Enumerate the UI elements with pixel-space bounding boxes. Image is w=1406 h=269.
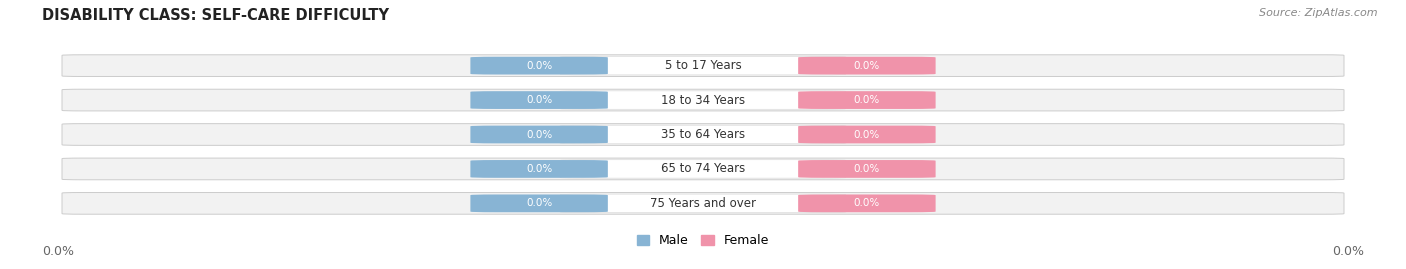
Text: 35 to 64 Years: 35 to 64 Years (661, 128, 745, 141)
FancyBboxPatch shape (799, 126, 935, 143)
FancyBboxPatch shape (471, 91, 607, 109)
FancyBboxPatch shape (62, 193, 1344, 214)
FancyBboxPatch shape (799, 160, 935, 178)
Text: 0.0%: 0.0% (853, 198, 880, 208)
FancyBboxPatch shape (799, 57, 935, 75)
FancyBboxPatch shape (799, 194, 935, 212)
Text: 0.0%: 0.0% (853, 95, 880, 105)
FancyBboxPatch shape (799, 91, 935, 109)
Text: 0.0%: 0.0% (853, 129, 880, 140)
FancyBboxPatch shape (560, 125, 846, 144)
Text: 0.0%: 0.0% (853, 164, 880, 174)
FancyBboxPatch shape (560, 91, 846, 109)
FancyBboxPatch shape (471, 160, 607, 178)
FancyBboxPatch shape (471, 57, 607, 75)
Text: 18 to 34 Years: 18 to 34 Years (661, 94, 745, 107)
Text: 0.0%: 0.0% (526, 129, 553, 140)
FancyBboxPatch shape (471, 194, 607, 212)
FancyBboxPatch shape (62, 89, 1344, 111)
Text: 0.0%: 0.0% (526, 198, 553, 208)
Text: 65 to 74 Years: 65 to 74 Years (661, 162, 745, 175)
Text: 0.0%: 0.0% (1331, 245, 1364, 258)
Text: 0.0%: 0.0% (526, 164, 553, 174)
Text: 0.0%: 0.0% (853, 61, 880, 71)
FancyBboxPatch shape (62, 124, 1344, 145)
FancyBboxPatch shape (62, 55, 1344, 76)
FancyBboxPatch shape (560, 56, 846, 75)
FancyBboxPatch shape (560, 160, 846, 178)
Text: 0.0%: 0.0% (526, 95, 553, 105)
Text: 0.0%: 0.0% (526, 61, 553, 71)
Legend: Male, Female: Male, Female (631, 229, 775, 252)
FancyBboxPatch shape (62, 158, 1344, 180)
FancyBboxPatch shape (471, 126, 607, 143)
Text: 75 Years and over: 75 Years and over (650, 197, 756, 210)
Text: 0.0%: 0.0% (42, 245, 75, 258)
Text: 5 to 17 Years: 5 to 17 Years (665, 59, 741, 72)
Text: Source: ZipAtlas.com: Source: ZipAtlas.com (1260, 8, 1378, 18)
FancyBboxPatch shape (560, 194, 846, 213)
Text: DISABILITY CLASS: SELF-CARE DIFFICULTY: DISABILITY CLASS: SELF-CARE DIFFICULTY (42, 8, 389, 23)
